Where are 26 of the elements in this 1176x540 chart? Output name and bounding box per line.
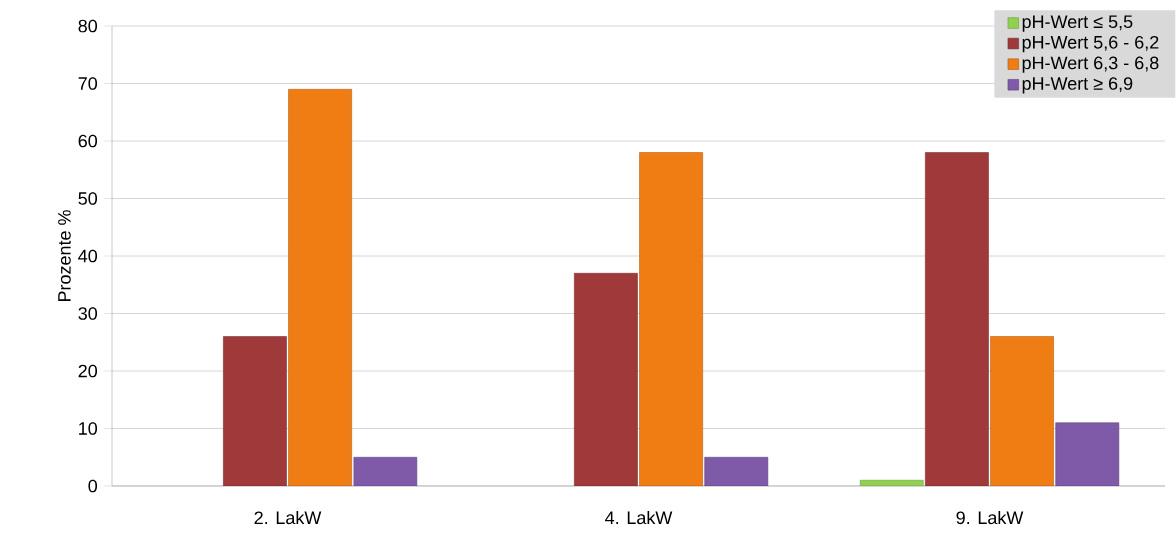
bar	[223, 336, 287, 486]
x-tick-label: 2. LakW	[254, 510, 322, 525]
bar	[990, 336, 1054, 486]
y-tick-label: 20	[78, 364, 98, 378]
y-tick-label: 50	[78, 192, 98, 205]
y-tick-label: 60	[78, 134, 98, 148]
y-tick-label: 70	[78, 77, 98, 90]
legend-label: pH-Wert 6,3 - 6,8	[1022, 56, 1159, 73]
legend-label: pH-Wert ≥ 6,9	[1022, 77, 1133, 94]
bar	[353, 456, 418, 486]
x-tick-label: 9. LakW	[956, 510, 1024, 525]
y-tick-label: 10	[79, 422, 98, 435]
y-tick-label: 40	[78, 249, 98, 263]
y-axis-title: Prozente %	[58, 210, 71, 302]
y-tick-label: 0	[88, 479, 98, 493]
legend-label: pH-Wert 5,6 - 6,2	[1022, 35, 1159, 53]
legend-label: pH-Wert ≤ 5,5	[1022, 15, 1133, 32]
bar	[288, 88, 352, 486]
bar	[1055, 422, 1120, 486]
x-tick-label: 4. LakW	[605, 510, 673, 525]
bar	[639, 152, 703, 486]
bar	[925, 152, 989, 486]
y-tick-label: 80	[78, 19, 98, 33]
bar	[574, 272, 638, 486]
bar	[704, 456, 769, 486]
y-tick-label: 30	[78, 307, 98, 320]
